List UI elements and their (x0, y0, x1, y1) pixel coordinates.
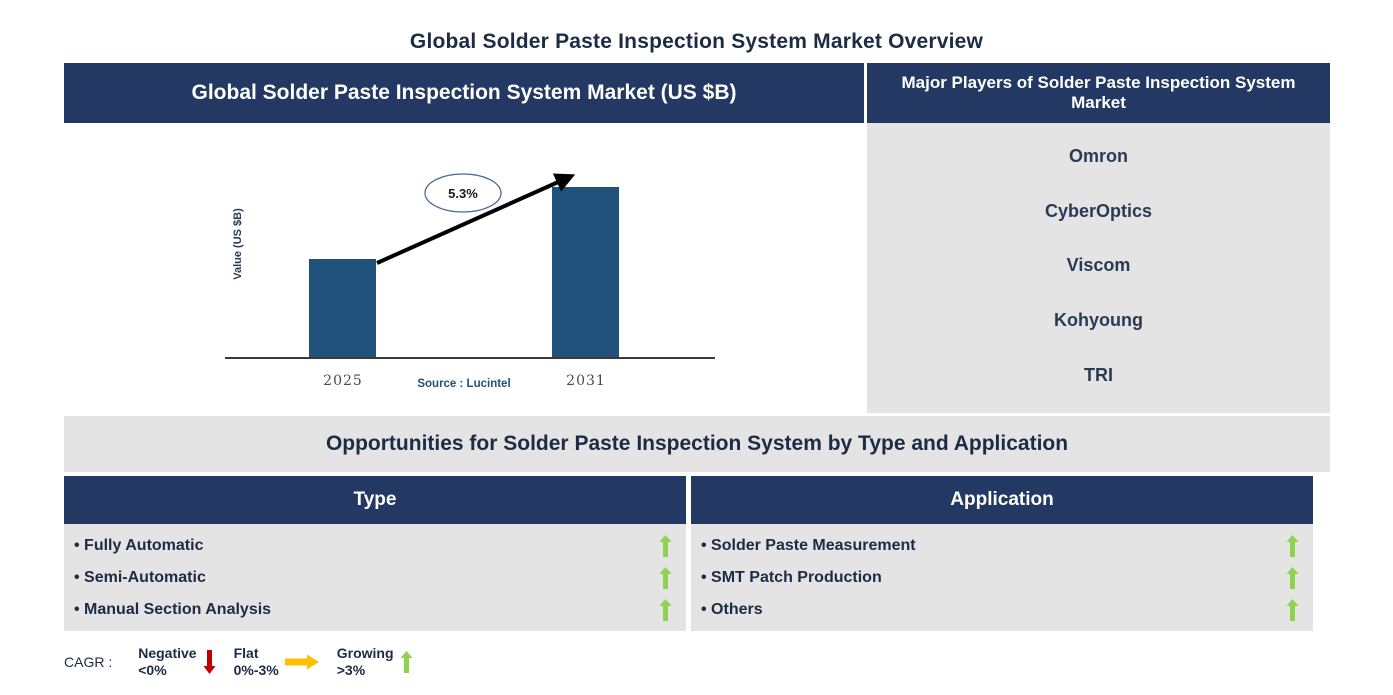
segment-column-application: Application • Solder Paste Measurement •… (691, 476, 1313, 631)
market-chart-panel: Global Solder Paste Inspection System Ma… (64, 63, 864, 413)
arrow-up-green-icon (659, 535, 672, 557)
segment-item-label: • Solder Paste Measurement (701, 537, 916, 554)
page-title: Global Solder Paste Inspection System Ma… (409, 30, 984, 53)
segment-item-label: • Manual Section Analysis (74, 601, 272, 618)
arrow-up-green-icon (400, 651, 413, 673)
cagr-value-label: 5.3% (448, 185, 478, 201)
arrow-down-red-icon (203, 650, 216, 674)
chart-plot-area: 5.3% 2025 2031 (225, 137, 715, 389)
list-item: Viscom (1066, 255, 1131, 276)
cagr-legend-name: Flat (233, 644, 259, 661)
cagr-legend-name: Growing (336, 644, 394, 661)
top-row: Global Solder Paste Inspection System Ma… (64, 63, 1330, 413)
segment-column-type: Type • Fully Automatic • Semi-Automatic … (64, 476, 686, 631)
segment-item-label: • Others (701, 601, 763, 618)
list-item: CyberOptics (1044, 200, 1153, 221)
segment-item-label: • SMT Patch Production (701, 569, 882, 586)
x-tick-2025: 2025 (323, 373, 363, 389)
cagr-legend-range: >3% (336, 662, 366, 678)
chart-x-axis-line (225, 357, 715, 359)
segment-body-application: • Solder Paste Measurement • SMT Patch P… (691, 524, 1313, 631)
segment-item-label: • Fully Automatic (74, 537, 204, 554)
segment-body-type: • Fully Automatic • Semi-Automatic • Man… (64, 524, 686, 631)
list-item: • Others (691, 594, 1313, 626)
segments-section: Type • Fully Automatic • Semi-Automatic … (64, 476, 1330, 631)
cagr-legend-title: CAGR : (64, 654, 113, 670)
list-item: TRI (1084, 365, 1113, 386)
major-players-list: Omron CyberOptics Viscom Kohyoung TRI (867, 123, 1330, 413)
cagr-legend-entry-growing: Growing >3% (337, 645, 423, 680)
cagr-legend-range: 0%-3% (233, 662, 279, 678)
arrow-up-green-icon (659, 599, 672, 621)
cagr-legend-entry-negative: Negative <0% (138, 645, 225, 680)
cagr-legend: CAGR : Negative <0% Flat 0%-3% Growing >… (64, 640, 431, 684)
major-players-panel-header: Major Players of Solder Paste Inspection… (867, 63, 1330, 123)
arrow-right-yellow-icon (284, 654, 319, 670)
list-item: • Fully Automatic (64, 530, 686, 562)
cagr-legend-range: <0% (138, 662, 167, 678)
arrow-up-green-icon (1286, 599, 1299, 621)
list-item: • Manual Section Analysis (64, 594, 686, 626)
bar-2025 (309, 259, 376, 357)
cagr-legend-name: Negative (138, 644, 197, 661)
list-item: • SMT Patch Production (691, 562, 1313, 594)
bar-2031 (552, 187, 619, 357)
arrow-up-green-icon (659, 567, 672, 589)
opportunities-banner: Opportunities for Solder Paste Inspectio… (64, 416, 1330, 472)
x-tick-2031: 2031 (566, 373, 606, 389)
cagr-legend-entry-flat: Flat 0%-3% (234, 645, 329, 680)
list-item: Kohyoung (1054, 310, 1143, 331)
arrow-up-green-icon (1286, 535, 1299, 557)
segment-header-type: Type (64, 476, 686, 524)
arrow-up-green-icon (1286, 567, 1299, 589)
segment-header-application: Application (691, 476, 1313, 524)
market-bar-chart: Value (US $B) 5.3% 2025 (64, 123, 864, 413)
cagr-growth-arrow-icon (376, 173, 576, 265)
chart-source-label: Source : Lucintel (417, 378, 511, 390)
segment-item-label: • Semi-Automatic (74, 569, 206, 586)
major-players-panel: Major Players of Solder Paste Inspection… (867, 63, 1330, 413)
market-chart-panel-header: Global Solder Paste Inspection System Ma… (64, 63, 864, 123)
list-item: • Semi-Automatic (64, 562, 686, 594)
list-item: Omron (1068, 145, 1128, 166)
list-item: • Solder Paste Measurement (691, 530, 1313, 562)
